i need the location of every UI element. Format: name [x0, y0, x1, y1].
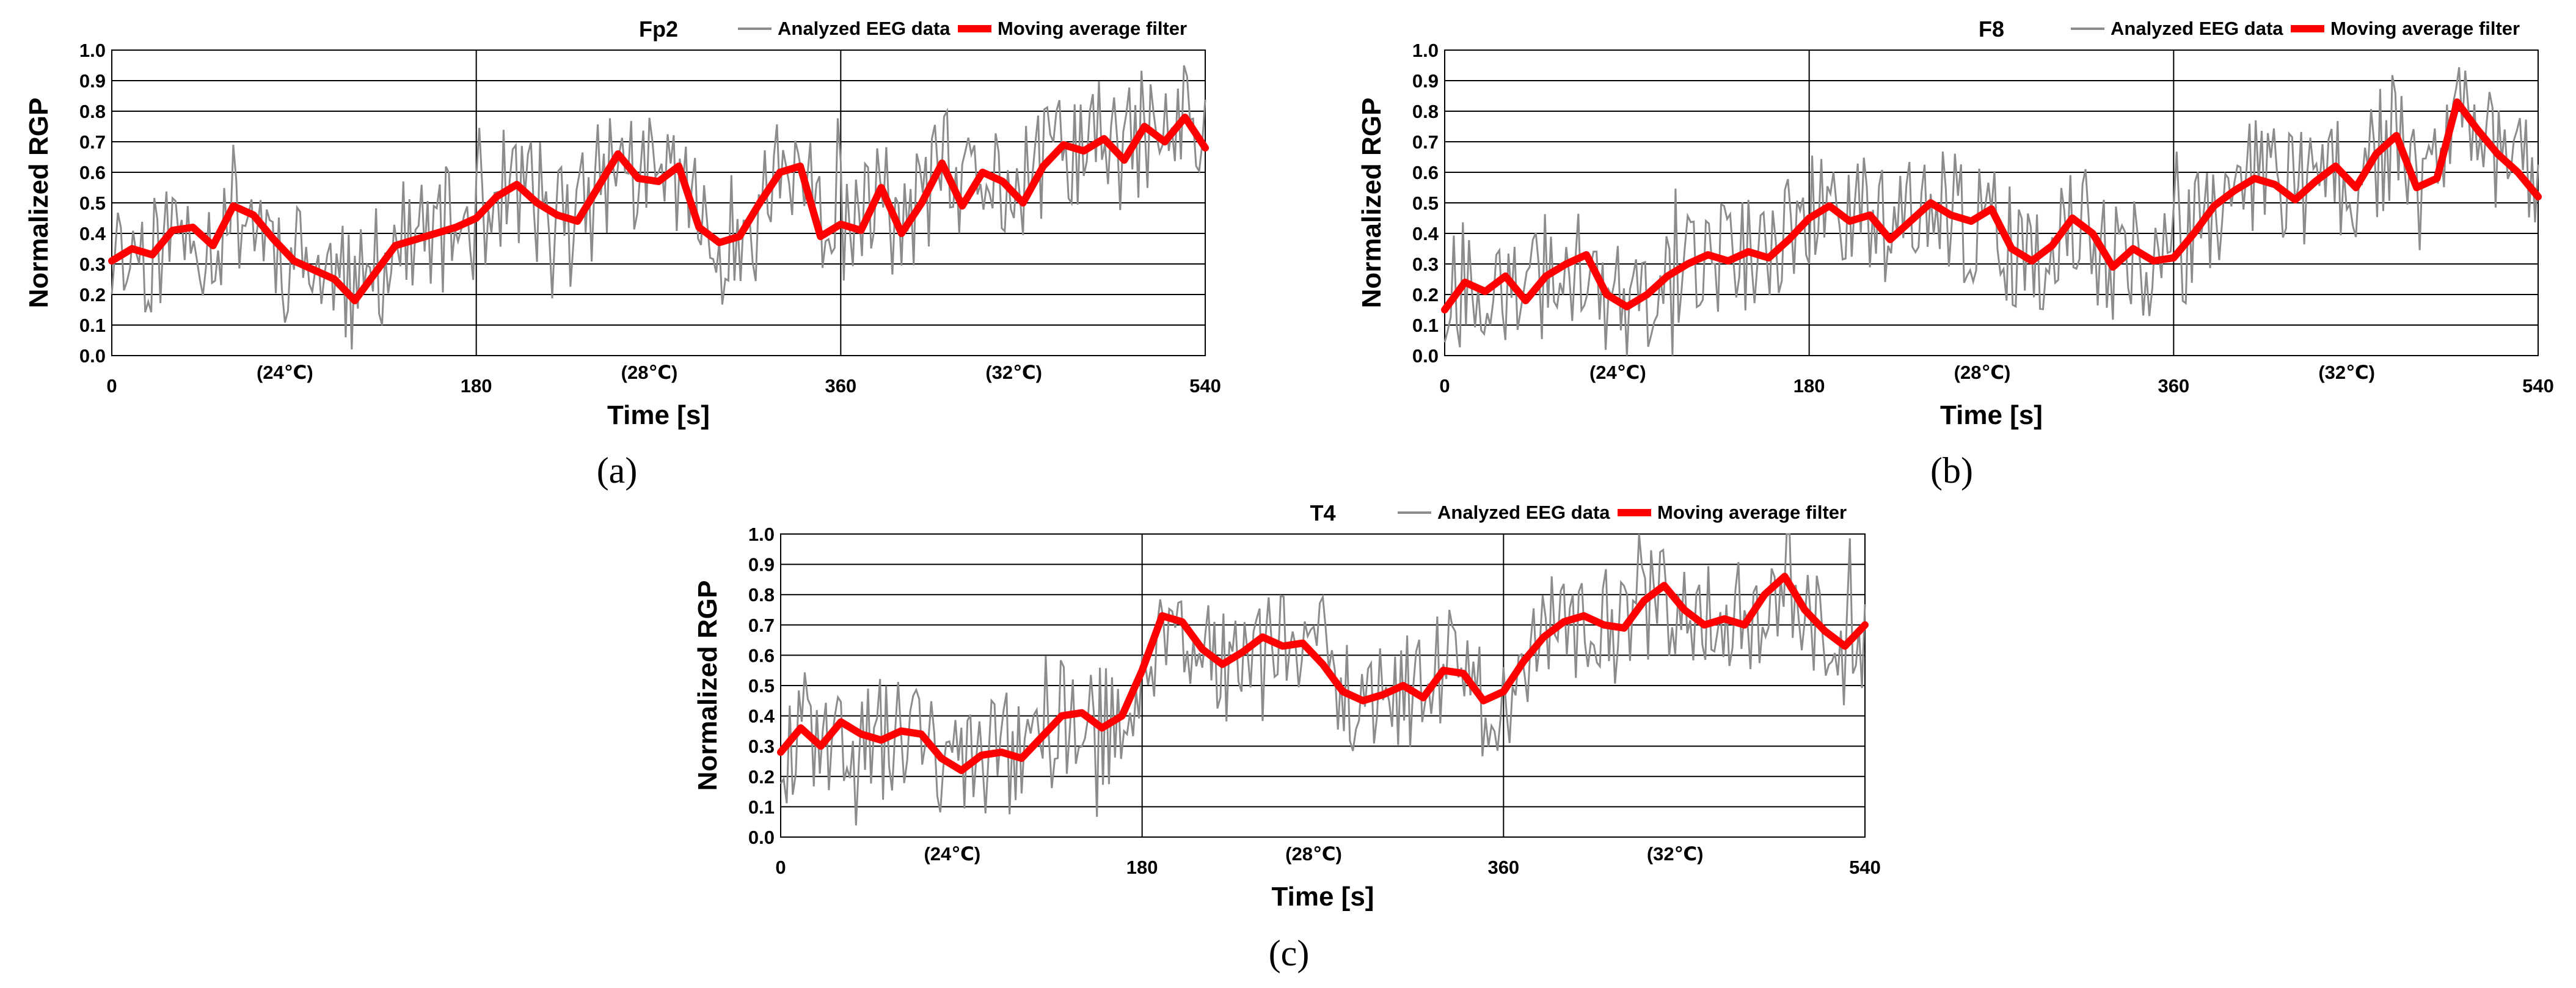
- x-tick-label: 360: [2158, 375, 2189, 397]
- panel-label: (a): [597, 450, 638, 491]
- y-tick-label: 0.7: [79, 131, 106, 153]
- x-axis-title: Time [s]: [607, 400, 710, 430]
- y-tick-label: 0.6: [748, 645, 775, 666]
- y-tick-label: 0.0: [748, 827, 775, 848]
- y-tick-label: 0.1: [1412, 315, 1439, 336]
- y-tick-label: 0.2: [1412, 284, 1439, 306]
- x-tick-label: 540: [2522, 375, 2554, 397]
- temperature-label: (32℃): [2318, 362, 2375, 383]
- temperature-label: (24℃): [924, 843, 980, 865]
- y-tick-label: 0.9: [1412, 70, 1439, 92]
- y-tick-label: 0.0: [1412, 345, 1439, 367]
- y-axis-title: Normalized RGP: [1357, 98, 1387, 309]
- temperature-label: (28℃): [1954, 362, 2011, 383]
- y-tick-label: 0.8: [79, 101, 106, 122]
- moving-average-line: [108, 114, 1209, 304]
- x-tick-label: 540: [1189, 375, 1221, 397]
- moving-average-line: [777, 573, 1869, 774]
- y-tick-label: 0.3: [748, 736, 775, 757]
- panel-label: (b): [1930, 450, 1973, 491]
- chart-title: F8: [1979, 16, 2004, 42]
- y-tick-label: 0.6: [79, 162, 106, 183]
- y-tick-label: 0.3: [79, 254, 106, 275]
- y-tick-label: 1.0: [748, 524, 775, 545]
- temperature-label: (32℃): [985, 362, 1042, 383]
- moving-average-line: [1441, 98, 2542, 313]
- legend-raw-label: Analyzed EEG data: [2111, 18, 2283, 39]
- legend-filter-label: Moving average filter: [998, 18, 1187, 39]
- panel-t4-chart: 0.0 0.1 0.2 0.3 0.4 0.5 0.6 0.7 0.8 0.9 1.0 0 180 360…: [693, 500, 1881, 973]
- y-tick-label: 0.5: [79, 192, 106, 214]
- y-tick-label: 0.5: [748, 675, 775, 697]
- legend-filter-label: Moving average filter: [1657, 502, 1847, 523]
- y-tick-label: 0.6: [1412, 162, 1439, 183]
- y-tick-label: 0.1: [79, 315, 106, 336]
- y-tick-label: 0.8: [748, 584, 775, 606]
- y-tick-label: 0.2: [79, 284, 106, 306]
- y-tick-label: 0.1: [748, 796, 775, 818]
- y-tick-label: 0.4: [748, 706, 775, 727]
- temperature-label: (24℃): [257, 362, 313, 383]
- y-axis-title: Normalized RGP: [24, 98, 54, 309]
- legend-raw-label: Analyzed EEG data: [1437, 502, 1610, 523]
- temperature-label: (24℃): [1589, 362, 1646, 383]
- raw-eeg-line: [779, 533, 1866, 825]
- x-tick-label: 360: [825, 375, 856, 397]
- x-tick-label: 180: [1126, 857, 1158, 878]
- y-tick-label: 0.9: [748, 554, 775, 576]
- x-tick-label: 180: [461, 375, 492, 397]
- y-tick-label: 0.0: [79, 345, 106, 367]
- x-tick-label: 360: [1487, 857, 1519, 878]
- chart-title: Fp2: [639, 16, 678, 42]
- y-tick-label: 0.5: [1412, 192, 1439, 214]
- y-tick-label: 1.0: [1412, 40, 1439, 61]
- y-tick-label: 0.8: [1412, 101, 1439, 122]
- x-axis-title: Time [s]: [1940, 400, 2043, 430]
- x-tick-label: 0: [775, 857, 786, 878]
- raw-eeg-line: [111, 65, 1206, 349]
- plot-frame: [111, 49, 1206, 356]
- temperature-label: (28℃): [621, 362, 678, 383]
- y-tick-label: 0.7: [748, 615, 775, 636]
- y-tick-label: 0.3: [1412, 254, 1439, 275]
- y-tick-label: 0.9: [79, 70, 106, 92]
- y-tick-label: 0.2: [748, 766, 775, 788]
- plot-frame: [780, 533, 1866, 838]
- legend-raw-label: Analyzed EEG data: [778, 18, 950, 39]
- x-tick-label: 180: [1793, 375, 1825, 397]
- x-tick-label: 0: [106, 375, 117, 397]
- y-tick-label: 1.0: [79, 40, 106, 61]
- y-axis-title: Normalized RGP: [693, 580, 723, 791]
- x-tick-label: 0: [1439, 375, 1450, 397]
- plot-frame: [1444, 49, 2539, 356]
- panel-fp2-chart: 0.0 0.1 0.2 0.3 0.4 0.5 0.6 0.7 0.8 0.9 1.0 0 180 360…: [24, 16, 1221, 491]
- y-tick-label: 0.4: [1412, 223, 1439, 244]
- chart-title: T4: [1310, 500, 1335, 525]
- x-axis-title: Time [s]: [1272, 882, 1374, 912]
- legend-filter-label: Moving average filter: [2330, 18, 2520, 39]
- y-tick-label: 0.4: [79, 223, 106, 244]
- y-tick-label: 0.7: [1412, 131, 1439, 153]
- temperature-label: (32℃): [1647, 843, 1704, 865]
- panel-label: (c): [1269, 933, 1310, 973]
- panel-f8-chart: 0.0 0.1 0.2 0.3 0.4 0.5 0.6 0.7 0.8 0.9 1.0 0 180 360…: [1357, 16, 2554, 491]
- temperature-label: (28℃): [1285, 843, 1342, 865]
- x-tick-label: 540: [1849, 857, 1881, 878]
